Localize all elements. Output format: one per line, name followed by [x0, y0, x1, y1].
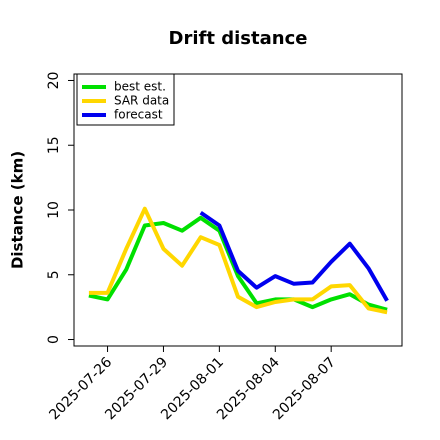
y-axis: 0 5 10 15 20: [46, 72, 74, 344]
chart-title: Drift distance: [169, 28, 308, 49]
y-tick-label: 10: [46, 201, 62, 219]
series-line-forecast: [199, 210, 389, 302]
series-line-sar-data: [88, 206, 388, 315]
series-layer: [88, 206, 389, 315]
y-tick-label: 20: [46, 72, 62, 90]
series-line-best-est-: [88, 215, 388, 312]
x-axis: 2025-07-262025-07-292025-08-012025-08-04…: [46, 346, 339, 423]
legend-label: SAR data: [114, 94, 169, 108]
y-tick-label: 15: [46, 136, 62, 154]
y-tick-label: 0: [46, 335, 62, 344]
y-tick-label: 5: [46, 270, 62, 279]
legend-label: best est.: [114, 80, 166, 94]
legend-label: forecast: [114, 108, 163, 122]
y-axis-label: Distance (km): [9, 151, 27, 269]
